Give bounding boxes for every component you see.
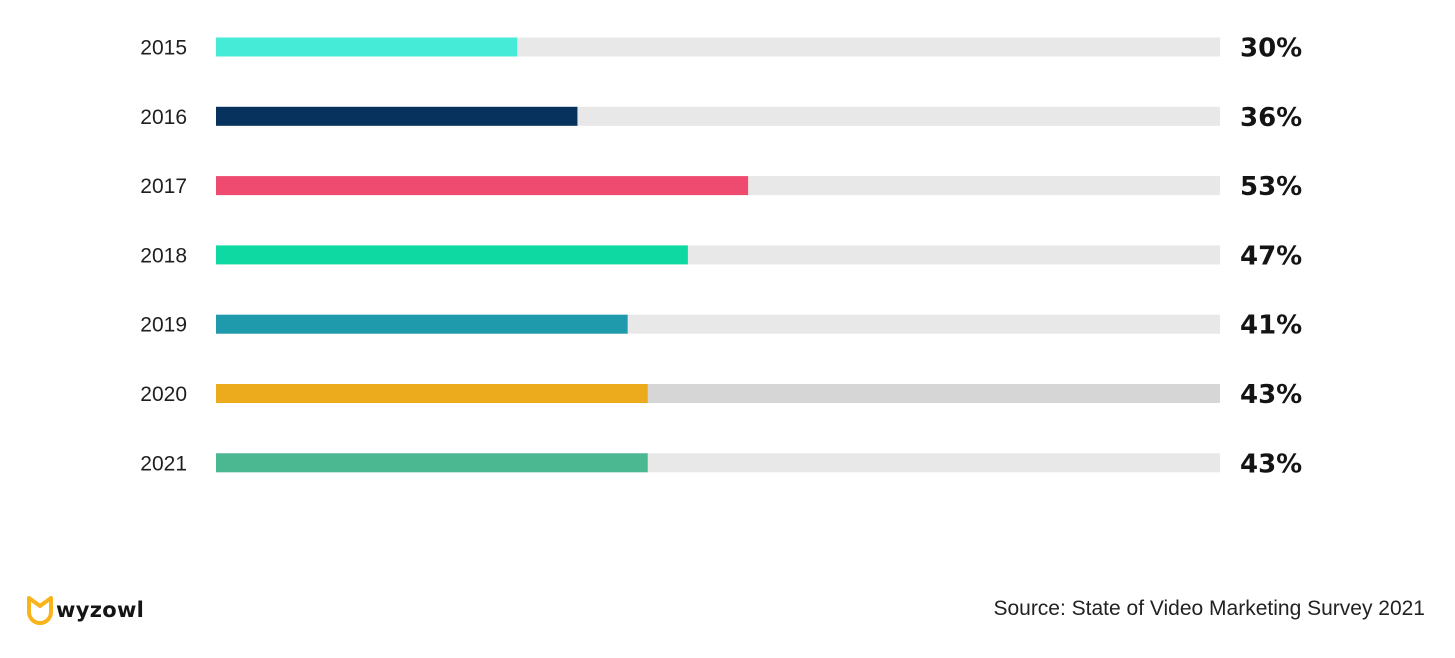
bar: [216, 314, 628, 334]
category-label: 2021: [140, 452, 187, 475]
bar: [216, 384, 648, 403]
source-note: Source: State of Video Marketing Survey …: [993, 597, 1425, 620]
bar-row-2018: 2018 47%: [140, 241, 1302, 271]
category-label: 2020: [140, 383, 187, 406]
category-label: 2019: [140, 314, 187, 337]
bar: [216, 106, 578, 126]
bar: [216, 245, 688, 265]
bar-row-2020: 2020 43%: [140, 380, 1302, 410]
chart-footer: wyzowl Source: State of Video Marketing …: [0, 585, 1455, 635]
category-label: 2017: [140, 175, 187, 198]
bar-row-2016: 2016 36%: [140, 103, 1302, 133]
wyzowl-owl-logo-icon: [27, 596, 53, 625]
data-label: 43%: [1240, 380, 1302, 410]
brand-logo: wyzowl: [26, 595, 144, 625]
data-label: 53%: [1240, 172, 1302, 202]
bar: [216, 453, 648, 473]
category-label: 2015: [140, 37, 187, 60]
data-label: 36%: [1240, 103, 1302, 133]
bar: [216, 176, 749, 196]
data-label: 43%: [1240, 449, 1302, 479]
data-label: 47%: [1240, 241, 1302, 271]
brand-name: wyzowl: [56, 598, 145, 622]
bar-row-2017: 2017 53%: [140, 172, 1302, 202]
category-label: 2018: [140, 244, 187, 267]
data-label: 30%: [1240, 34, 1302, 64]
data-label: 41%: [1240, 311, 1302, 341]
bar: [216, 37, 518, 57]
bar-row-2019: 2019 41%: [140, 311, 1302, 341]
bar-row-2021: 2021 43%: [140, 449, 1302, 479]
category-label: 2016: [140, 106, 187, 129]
bar-chart: 2015 30% 2016 36% 2017 53% 2018 47% 2019 41% 2020 4…: [140, 34, 1302, 480]
bar-row-2015: 2015 30%: [140, 34, 1302, 64]
